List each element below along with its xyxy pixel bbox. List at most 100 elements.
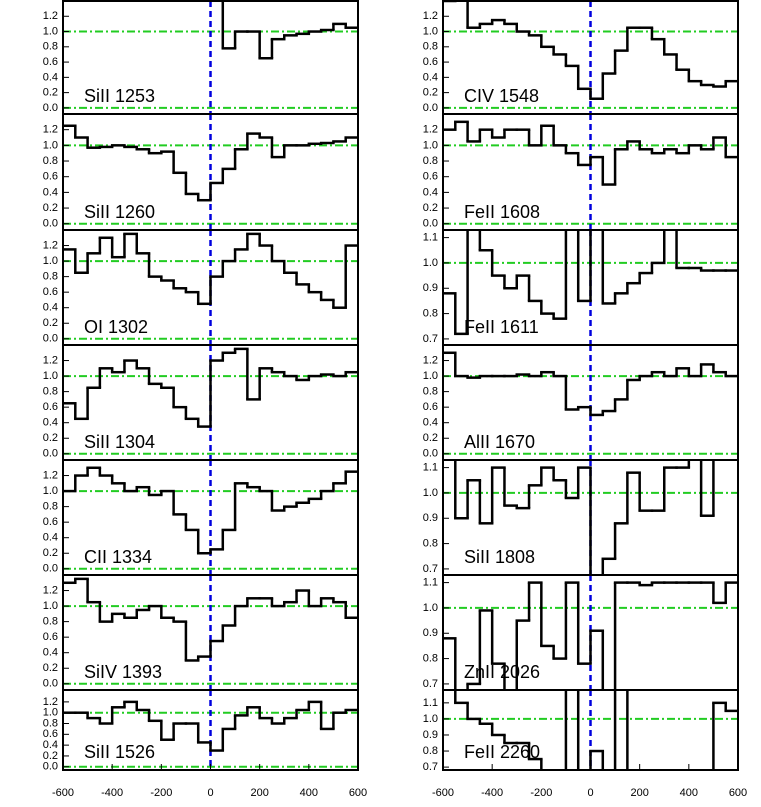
y-tick-label: 0.9 [423,729,438,741]
y-tick-label: 1.2 [43,696,58,708]
y-tick-label: 1.1 [423,462,438,474]
x-tick-label: 600 [349,787,367,799]
y-tick-label: 1.0 [423,713,438,725]
y-tick-label: 0.6 [43,286,58,298]
panel [443,230,738,345]
y-tick-label: 1.0 [423,25,438,37]
y-tick-label: 1.2 [43,10,58,22]
y-tick-label: 1.0 [423,257,438,269]
y-tick-label: 0.8 [423,307,438,319]
y-tick-label: 0.6 [43,56,58,68]
y-tick-label: 0.8 [43,41,58,53]
y-tick-label: 1.0 [423,602,438,614]
x-tick-label: -200 [530,787,552,799]
y-tick-label: 0.0 [43,102,58,114]
panel [443,575,738,690]
line-label: FeII 2260 [464,742,540,762]
line-label: AlII 1670 [464,432,535,452]
y-tick-label: 1.1 [423,577,438,589]
y-tick-label: 1.0 [43,370,58,382]
y-tick-label: 0.0 [43,761,58,773]
y-tick-label: 0.6 [43,171,58,183]
panel [63,345,358,460]
y-tick-label: 1.0 [43,707,58,719]
y-tick-label: 0.4 [43,71,58,83]
y-tick-label: 0.7 [423,761,438,773]
line-label: CIV 1548 [464,86,539,106]
x-tick-label: 600 [729,787,747,799]
y-tick-label: 0.2 [43,547,58,559]
y-tick-label: 0.6 [43,401,58,413]
y-tick-label: 1.0 [43,485,58,497]
x-tick-label: 200 [630,787,648,799]
y-tick-label: 0.0 [423,448,438,460]
y-tick-label: 0.8 [43,501,58,513]
y-tick-label: 0.0 [43,218,58,230]
y-tick-label: 0.7 [423,563,438,575]
line-label: FeII 1611 [464,317,539,337]
y-tick-label: 1.0 [423,487,438,499]
y-tick-label: 0.8 [423,386,438,398]
y-tick-label: 0.8 [43,271,58,283]
y-tick-label: 0.8 [423,155,438,167]
panel [443,114,738,230]
y-tick-label: 0.8 [423,537,438,549]
x-tick-label: 400 [300,787,318,799]
x-tick-label: -200 [150,787,172,799]
panel [443,345,738,460]
y-tick-label: 0.8 [423,745,438,757]
y-tick-label: 0.6 [43,631,58,643]
y-tick-label: 0.2 [43,87,58,99]
y-tick-label: 0.2 [43,432,58,444]
y-tick-label: 0.2 [423,202,438,214]
y-tick-label: 0.2 [423,432,438,444]
y-tick-label: 1.2 [43,469,58,481]
y-tick-label: 0.6 [423,401,438,413]
y-tick-label: 0.4 [423,417,438,429]
y-tick-label: 1.2 [423,354,438,366]
y-tick-label: 0.0 [423,102,438,114]
panel [443,690,738,770]
panel [443,460,738,575]
y-tick-label: 0.7 [423,333,438,345]
y-tick-label: 0.0 [43,333,58,345]
y-tick-label: 0.0 [423,218,438,230]
y-tick-label: 1.2 [43,354,58,366]
y-tick-label: 0.8 [423,41,438,53]
y-tick-label: 0.8 [423,652,438,664]
line-label: SiII 1253 [84,86,155,106]
y-tick-label: 1.2 [423,10,438,22]
y-tick-label: 0.8 [43,155,58,167]
y-tick-label: 0.7 [423,678,438,690]
y-tick-label: 0.4 [423,71,438,83]
y-tick-label: 0.4 [43,532,58,544]
y-tick-label: 0.0 [43,448,58,460]
y-tick-label: 0.9 [423,282,438,294]
line-label: SiII 1260 [84,202,155,222]
y-tick-label: 0.6 [423,56,438,68]
x-tick-label: -600 [432,787,454,799]
y-tick-label: 0.4 [43,302,58,314]
y-tick-label: 0.9 [423,627,438,639]
x-tick-label: -400 [481,787,503,799]
y-tick-label: 0.4 [43,417,58,429]
panel [63,460,358,575]
y-tick-label: 1.0 [43,600,58,612]
y-tick-label: 0.0 [43,563,58,575]
y-tick-label: 0.6 [423,171,438,183]
line-label: SiIV 1393 [84,662,162,682]
y-tick-label: 0.2 [43,750,58,762]
y-tick-label: 0.4 [43,647,58,659]
y-tick-label: 0.6 [43,516,58,528]
y-tick-label: 1.2 [43,584,58,596]
y-tick-label: 0.8 [43,386,58,398]
x-tick-label: -600 [52,787,74,799]
y-tick-label: 1.0 [423,139,438,151]
y-tick-label: 1.1 [423,232,438,244]
y-tick-label: 0.2 [423,87,438,99]
y-tick-label: 1.1 [423,697,438,709]
x-tick-label: 400 [680,787,698,799]
y-tick-label: 0.9 [423,512,438,524]
panel [63,114,358,230]
